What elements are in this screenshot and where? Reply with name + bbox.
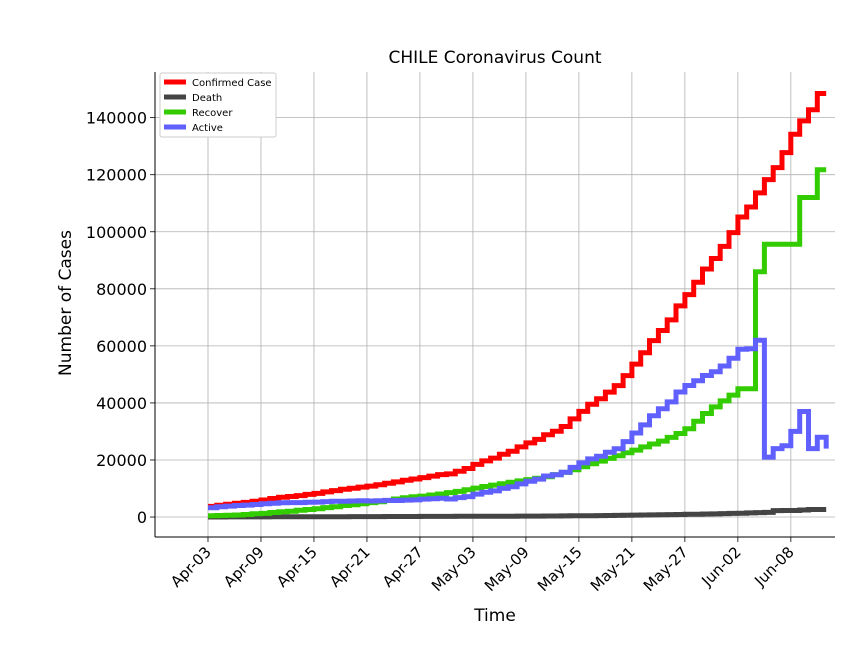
x-tick-label: Apr-27: [379, 543, 427, 591]
y-tick-label: 40000: [96, 394, 147, 413]
y-tick-label: 80000: [96, 280, 147, 299]
legend-label-active: Active: [192, 123, 223, 134]
series-line-death: [208, 507, 827, 520]
series-lines: [208, 91, 829, 520]
grid-lines: [155, 72, 835, 537]
x-tick-label: Apr-09: [220, 543, 268, 591]
x-tick-label: May-21: [587, 543, 639, 595]
x-tick-label: Apr-15: [273, 543, 321, 591]
legend: Confirmed Case Death Recover Active: [159, 72, 277, 138]
y-tick-label: 20000: [96, 451, 147, 470]
y-tick-label: 140000: [86, 109, 147, 128]
chart-title: CHILE Coronavirus Count: [388, 48, 601, 68]
x-tick-label: Jun-08: [750, 543, 797, 590]
x-tick-label: May-03: [428, 543, 480, 595]
legend-label-confirmed-case: Confirmed Case: [192, 78, 272, 89]
series-line-recover: [208, 167, 827, 519]
x-tick-label: Apr-03: [167, 543, 215, 591]
x-tick-label: Jun-02: [697, 543, 744, 590]
y-tick-label: 100000: [86, 223, 147, 242]
y-tick-label: 60000: [96, 337, 147, 356]
x-tick-label: Apr-21: [326, 543, 374, 591]
tick-labels: Apr-03 Apr-09 Apr-15 Apr-21 Apr-27 May-03 May-…: [86, 109, 798, 595]
series-line-confirmed-case: [208, 91, 827, 509]
x-tick-label: May-15: [534, 543, 586, 595]
legend-label-recover: Recover: [192, 108, 233, 119]
x-tick-label: May-09: [481, 543, 533, 595]
y-tick-label: 120000: [86, 166, 147, 185]
y-axis-label: Number of Cases: [56, 230, 76, 376]
axes: [150, 72, 835, 542]
legend-label-death: Death: [192, 93, 222, 104]
x-tick-label: May-27: [640, 543, 692, 595]
y-tick-label: 0: [137, 508, 147, 527]
series-line-active: [208, 337, 829, 511]
legend-box: [159, 72, 277, 138]
x-axis-label: Time: [473, 606, 516, 626]
